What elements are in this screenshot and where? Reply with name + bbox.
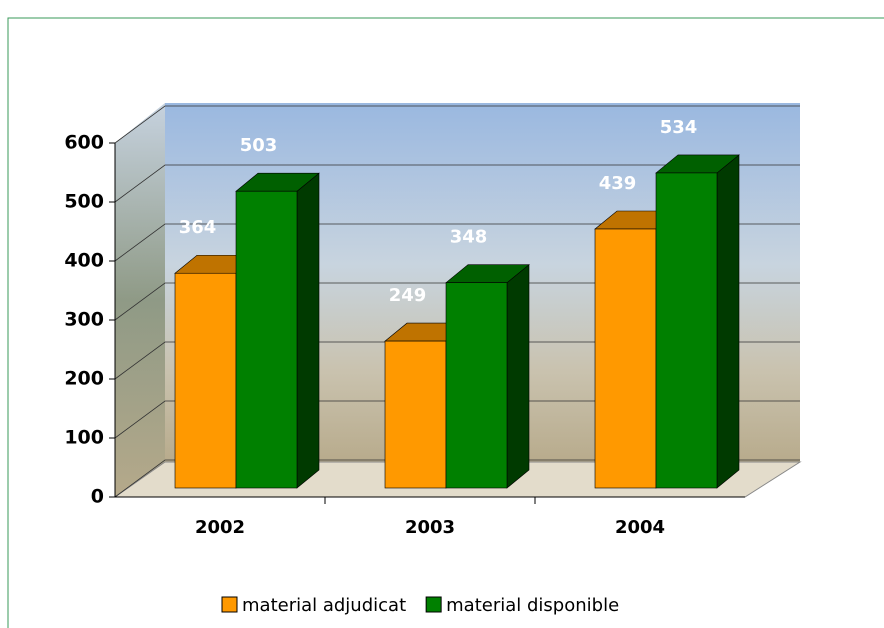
bar — [174, 272, 237, 489]
y-tick-label: 200 — [64, 368, 104, 390]
side-wall — [115, 103, 165, 497]
x-tick-label: 2004 — [615, 517, 665, 538]
y-tick-label: 500 — [64, 191, 104, 213]
bar — [445, 282, 508, 489]
value-label: 348 — [450, 227, 488, 248]
legend-label: material adjudicat — [242, 595, 406, 616]
grid-line — [114, 164, 800, 203]
grid-line — [114, 282, 800, 321]
bar-side — [506, 264, 530, 489]
grid-line — [114, 400, 800, 439]
grid-line — [114, 341, 800, 380]
value-label: 249 — [389, 285, 427, 306]
y-tick-label: 0 — [91, 486, 104, 508]
legend-swatch — [425, 596, 442, 613]
y-tick-label: 600 — [64, 132, 104, 154]
grid-line — [114, 105, 800, 144]
y-tick-label: 100 — [64, 427, 104, 449]
grid-line — [114, 223, 800, 262]
grid-line — [114, 459, 800, 498]
value-label: 364 — [179, 217, 217, 238]
legend-label: material disponible — [446, 595, 619, 616]
value-label: 503 — [240, 135, 278, 156]
y-tick-label: 400 — [64, 250, 104, 272]
value-label: 534 — [660, 117, 698, 138]
bar — [594, 228, 657, 489]
bar — [235, 190, 298, 489]
bar-side — [716, 154, 740, 489]
value-label: 439 — [599, 173, 637, 194]
x-tick-label: 2003 — [405, 517, 455, 538]
legend-swatch — [221, 596, 238, 613]
frame — [7, 17, 884, 628]
bar — [384, 340, 447, 489]
x-tick-label: 2002 — [195, 517, 245, 538]
bar-side — [296, 172, 320, 489]
bar — [655, 172, 718, 489]
y-tick-label: 300 — [64, 309, 104, 331]
